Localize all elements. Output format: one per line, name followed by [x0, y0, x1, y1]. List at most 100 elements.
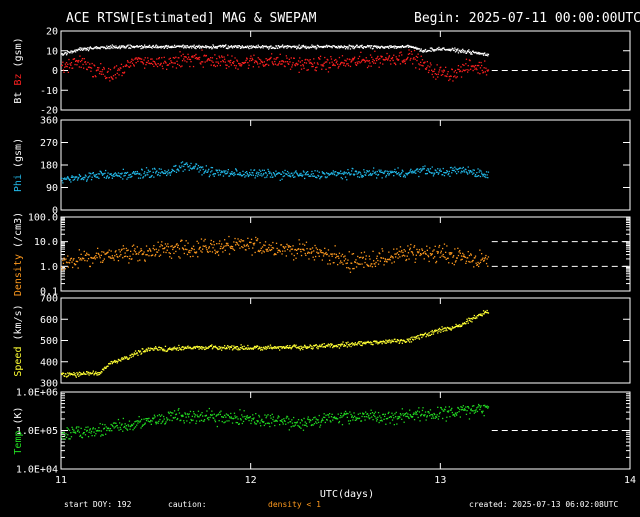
data-point — [427, 65, 429, 67]
data-point — [264, 176, 266, 179]
data-point — [395, 256, 397, 258]
data-point — [192, 45, 194, 47]
data-point — [445, 172, 447, 174]
data-point — [78, 371, 80, 373]
data-point — [261, 252, 263, 254]
data-point — [371, 266, 374, 268]
data-point — [219, 174, 221, 176]
data-point — [433, 173, 435, 175]
data-point — [67, 434, 69, 436]
data-point — [422, 65, 424, 67]
data-point — [92, 427, 94, 429]
data-point — [474, 317, 477, 320]
data-point — [349, 48, 352, 50]
data-point — [474, 174, 477, 176]
data-point — [231, 422, 234, 424]
data-point — [251, 47, 253, 49]
data-point — [412, 252, 414, 254]
data-point — [337, 173, 339, 175]
data-point — [161, 45, 163, 48]
data-point — [158, 346, 160, 348]
data-point — [221, 416, 223, 418]
data-point — [326, 46, 328, 48]
data-point — [468, 254, 471, 257]
data-point — [199, 346, 201, 348]
data-point — [170, 348, 172, 350]
data-point — [379, 341, 381, 343]
data-point — [407, 340, 410, 342]
data-point — [376, 340, 378, 342]
data-point — [84, 434, 87, 436]
data-point — [156, 47, 158, 49]
data-point — [460, 170, 463, 172]
data-point — [378, 421, 380, 424]
data-point — [447, 71, 449, 73]
data-point — [184, 347, 186, 349]
data-point — [173, 46, 175, 48]
data-point — [407, 53, 410, 55]
data-point — [387, 258, 389, 261]
data-point — [335, 58, 337, 61]
data-point — [321, 46, 323, 49]
data-point — [81, 58, 84, 60]
data-point — [424, 48, 427, 51]
data-point — [64, 434, 66, 437]
data-point — [482, 54, 485, 56]
data-point — [139, 57, 141, 59]
data-point — [107, 47, 109, 50]
data-point — [157, 173, 159, 176]
data-point — [106, 71, 109, 73]
data-point — [340, 45, 342, 47]
data-point — [425, 336, 427, 338]
data-point — [83, 58, 85, 60]
data-point — [200, 47, 203, 49]
data-point — [448, 410, 450, 412]
data-point — [365, 416, 367, 418]
data-point — [415, 411, 417, 413]
data-point — [415, 47, 417, 49]
data-point — [271, 422, 273, 424]
ylabel-part: (K) — [13, 406, 24, 430]
data-point — [194, 166, 196, 168]
data-point — [342, 47, 344, 49]
data-point — [136, 253, 138, 255]
data-point — [231, 55, 233, 57]
data-point — [125, 64, 127, 66]
data-point — [366, 170, 368, 172]
data-point — [109, 69, 112, 71]
data-point — [115, 174, 117, 177]
data-point — [478, 405, 480, 407]
data-point — [291, 64, 294, 66]
data-point — [175, 244, 178, 246]
data-point — [132, 253, 134, 255]
data-point — [145, 418, 147, 420]
data-point — [252, 242, 254, 245]
data-point — [272, 176, 274, 178]
data-point — [428, 412, 430, 414]
data-point — [120, 360, 122, 362]
data-point — [231, 349, 234, 351]
data-point — [367, 340, 369, 343]
data-point — [382, 46, 384, 48]
data-point — [357, 62, 359, 65]
data-point — [461, 51, 463, 53]
data-point — [149, 421, 151, 423]
data-point — [173, 170, 176, 172]
data-point — [197, 165, 200, 167]
data-point — [296, 421, 298, 423]
data-point — [297, 424, 299, 427]
data-point — [403, 249, 405, 251]
data-point — [355, 266, 358, 268]
data-point — [234, 347, 236, 350]
data-point — [296, 62, 298, 64]
data-point — [483, 67, 485, 69]
data-point — [401, 408, 403, 410]
data-point — [302, 424, 304, 426]
data-point — [379, 171, 381, 173]
data-point — [310, 46, 312, 49]
data-point — [393, 248, 395, 250]
data-point — [205, 54, 207, 57]
data-point — [191, 168, 193, 170]
data-point — [217, 171, 219, 174]
